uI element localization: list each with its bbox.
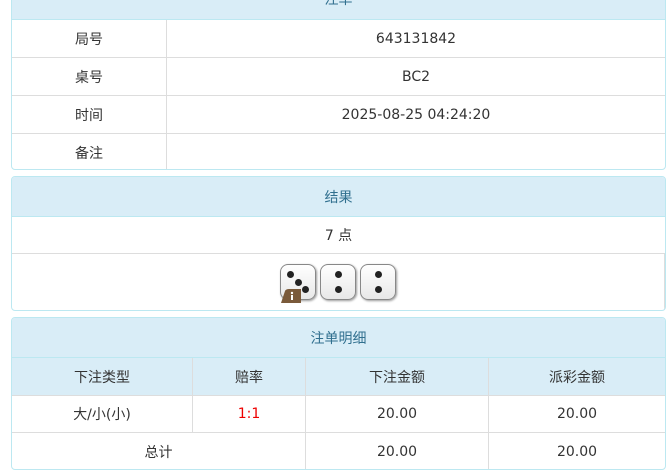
info-label: 时间 [12,96,167,133]
info-value [167,134,665,169]
panel-title: 注单明细 [12,318,665,358]
info-value: 643131842 [375,30,457,47]
die [360,264,396,300]
total-cell: 20.00 [556,443,598,460]
pip [302,286,310,294]
detail-cell: 1:1 [193,396,306,432]
info-row: 备注 [12,134,665,169]
info-row: 桌号 BC2 [12,58,665,96]
result-text: 7 点 [324,228,353,244]
column-header: 赔率 [193,358,306,395]
pip [334,270,342,278]
pip [374,270,382,278]
total-row: 总计 20.00 20.00 [12,433,665,469]
detail-row: 大/小(小) 1:1 20.00 20.00 [12,396,665,433]
info-label: 桌号 [12,58,167,95]
die [320,264,356,300]
detail-cell: 20.00 [306,396,489,432]
info-value: BC2 [401,68,431,85]
pip [374,286,382,294]
pip [286,270,294,278]
dice-row [12,254,665,310]
info-value: 2025-08-25 04:24:20 [341,106,491,123]
info-label: 局号 [12,20,167,57]
column-header: 下注金额 [306,358,489,395]
info-panel: 注单 局号 643131842 桌号 BC2 时间 2025-08-25 04:24:20… [11,0,666,170]
result-panel: 结果 7 点 [11,176,666,311]
column-header: 下注类型 [12,358,193,395]
total-cell: 20.00 [306,433,489,469]
detail-panel: 注单明细 下注类型 赔率 下注金额 派彩金额 大/小(小) 1:1 20.00 20.00 总计… [11,317,666,470]
info-row: 局号 643131842 [12,20,665,58]
panel-title: 结果 [12,177,665,217]
info-row: 时间 2025-08-25 04:24:20 [12,96,665,134]
total-label: 总计 [12,433,306,469]
column-header-row: 下注类型 赔率 下注金额 派彩金额 [12,358,665,396]
panel-title: 注单 [12,0,665,20]
info-label: 备注 [12,134,167,169]
pip [294,278,302,286]
detail-cell: 大/小(小) [12,396,193,432]
pip [334,286,342,294]
detail-cell: 20.00 [556,406,598,422]
column-header: 派彩金额 [549,369,605,386]
info-badge [281,289,301,303]
